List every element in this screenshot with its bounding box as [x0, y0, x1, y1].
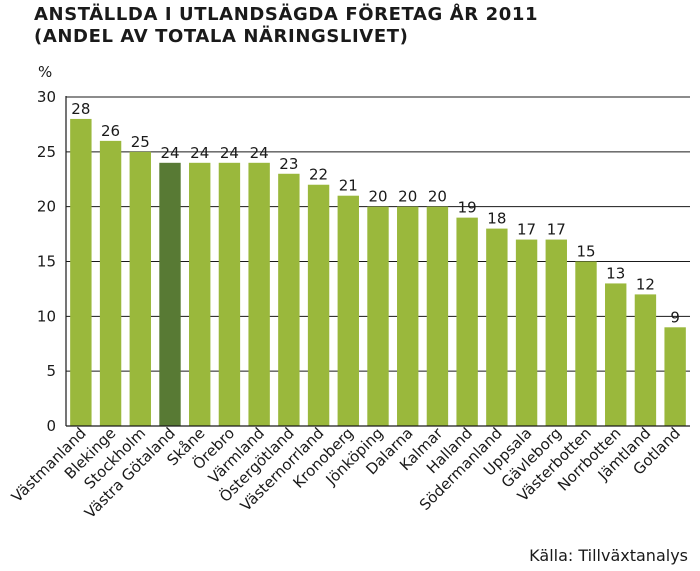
- y-axis-unit-label: %: [38, 63, 53, 81]
- bar-13: [456, 217, 478, 426]
- data-label: 24: [190, 144, 209, 162]
- bar-2: [129, 151, 151, 427]
- data-label: 17: [547, 221, 566, 239]
- data-label: 23: [279, 155, 298, 173]
- data-label: 25: [131, 133, 150, 151]
- data-label: 18: [487, 210, 506, 228]
- chart-subtitle: (ANDEL AV TOTALA NÄRINGSLIVET): [34, 26, 409, 47]
- bar-4: [189, 162, 211, 427]
- data-label: 15: [576, 243, 595, 261]
- bar-6: [248, 162, 270, 427]
- bar-15: [515, 239, 538, 426]
- data-label: 19: [458, 199, 477, 217]
- bar-1: [99, 140, 122, 426]
- bar-12: [426, 206, 449, 426]
- y-axis-ticks: 0 5 10 15 20 25 30: [37, 88, 56, 435]
- bar-5: [218, 162, 241, 427]
- data-label: 12: [636, 275, 655, 293]
- y-tick-label: 25: [37, 143, 56, 161]
- bars: [70, 118, 686, 427]
- bar-7: [278, 173, 300, 426]
- data-label: 26: [101, 122, 120, 140]
- axes: [65, 96, 690, 427]
- data-label: 21: [339, 177, 358, 195]
- bar-0: [70, 118, 92, 426]
- data-label: 22: [309, 166, 328, 184]
- bar-9: [337, 195, 359, 426]
- y-tick-label: 5: [46, 362, 56, 380]
- bar-20: [664, 327, 686, 426]
- data-label: 24: [250, 144, 269, 162]
- bar-19: [634, 294, 657, 426]
- bar-17: [575, 261, 597, 426]
- data-labels: 28 26 25 24 24 24 24 23 22 21 20 20 20 19 18 17 17 15 13 12…: [71, 100, 680, 326]
- y-tick-label: 0: [46, 417, 56, 435]
- bar-14: [486, 228, 508, 426]
- bar-18: [605, 283, 627, 426]
- y-tick-label: 10: [37, 307, 56, 325]
- bar-16: [545, 239, 567, 426]
- data-label: 20: [398, 188, 417, 206]
- data-label: 17: [517, 221, 536, 239]
- bar-11: [397, 206, 419, 426]
- source-note: Källa: Tillväxtanalys: [529, 546, 688, 565]
- data-label: 20: [368, 188, 387, 206]
- bar-10: [367, 206, 389, 426]
- chart-title: ANSTÄLLDA I UTLANDSÄGDA FÖRETAG ÅR 2011: [34, 4, 539, 25]
- data-label: 9: [670, 308, 680, 326]
- data-label: 13: [606, 264, 625, 282]
- y-tick-label: 15: [37, 253, 56, 271]
- y-tick-label: 30: [37, 88, 56, 106]
- data-label: 20: [428, 188, 447, 206]
- data-label: 24: [220, 144, 239, 162]
- data-label: 28: [71, 100, 90, 118]
- bar-3: [159, 162, 181, 427]
- bar-8: [307, 184, 330, 426]
- data-label: 24: [160, 144, 179, 162]
- y-tick-label: 20: [37, 198, 56, 216]
